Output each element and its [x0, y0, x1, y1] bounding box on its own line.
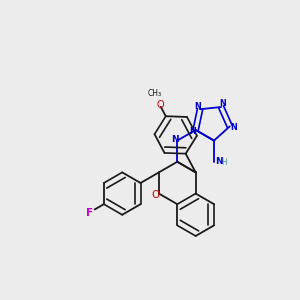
Text: CH₃: CH₃: [147, 89, 161, 98]
Text: F: F: [85, 208, 93, 218]
Text: N: N: [189, 127, 196, 136]
Text: N: N: [215, 157, 223, 166]
Text: N: N: [230, 123, 237, 132]
Text: N: N: [171, 135, 179, 144]
Text: N: N: [194, 102, 201, 111]
Text: H: H: [221, 158, 226, 167]
Text: O: O: [151, 190, 160, 200]
Text: N: N: [220, 100, 226, 109]
Text: O: O: [156, 100, 164, 110]
